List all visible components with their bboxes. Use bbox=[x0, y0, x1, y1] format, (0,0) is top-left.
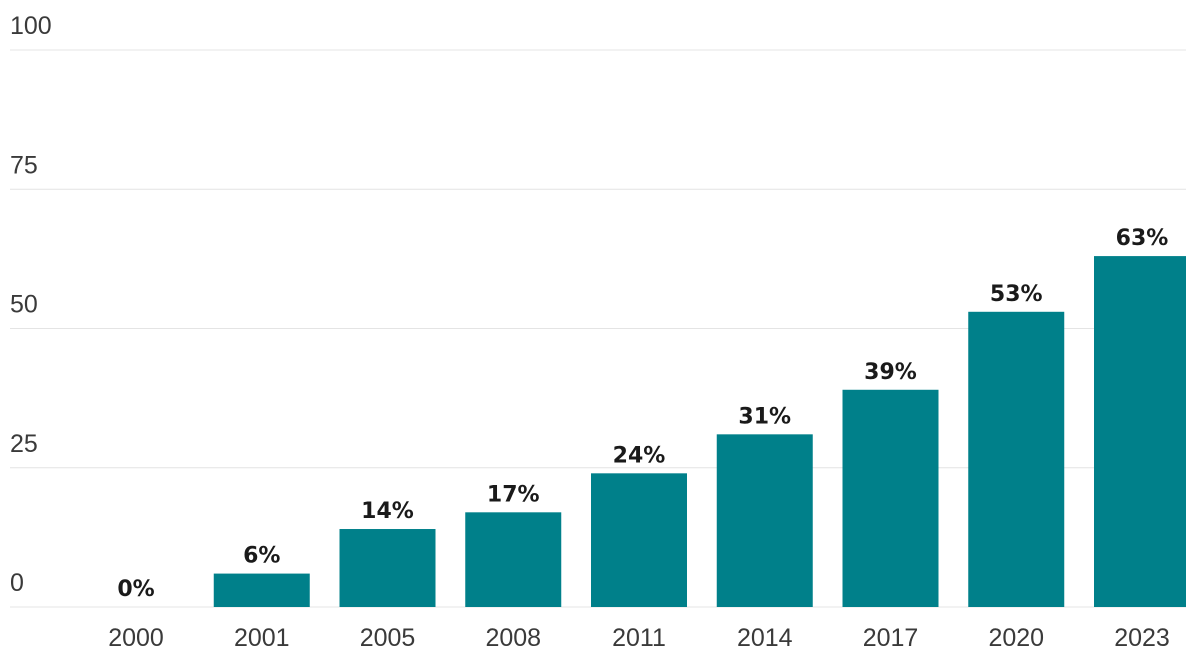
x-tick-label: 2011 bbox=[612, 624, 666, 652]
x-tick-label: 2008 bbox=[485, 624, 541, 652]
x-axis-ticks: 2000 2001 2005 2008 2011 2014 2017 2020 2023 bbox=[108, 624, 1170, 652]
x-tick-label: 2001 bbox=[234, 624, 290, 652]
data-label: 53% bbox=[990, 282, 1043, 307]
y-tick-label: 50 bbox=[10, 291, 38, 319]
data-label: 63% bbox=[1116, 226, 1169, 251]
data-label: 0% bbox=[117, 577, 154, 602]
bar bbox=[339, 529, 436, 607]
data-label: 17% bbox=[487, 482, 540, 507]
bar bbox=[591, 473, 687, 607]
x-tick-label: 2020 bbox=[988, 624, 1044, 652]
x-tick-label: 2005 bbox=[360, 624, 416, 652]
data-label: 24% bbox=[613, 443, 666, 468]
x-tick-label: 2014 bbox=[737, 624, 793, 652]
y-tick-label: 25 bbox=[10, 430, 38, 458]
data-label: 31% bbox=[738, 404, 791, 429]
bar bbox=[213, 573, 310, 607]
x-tick-label: 2000 bbox=[108, 624, 164, 652]
y-axis-ticks: 0 25 50 75 100 bbox=[10, 12, 52, 597]
bar bbox=[968, 311, 1065, 607]
bar bbox=[465, 512, 562, 607]
data-label: 6% bbox=[243, 544, 280, 569]
data-label: 14% bbox=[361, 499, 414, 524]
bar bbox=[842, 389, 939, 607]
y-tick-label: 75 bbox=[10, 151, 38, 179]
data-labels: 0% 6% 14% 17% 24% 31% 39% 53% 63% bbox=[117, 226, 1168, 602]
bar bbox=[716, 434, 813, 607]
bar bbox=[1094, 256, 1186, 607]
x-tick-label: 2023 bbox=[1114, 624, 1170, 652]
bars bbox=[213, 256, 1186, 607]
data-label: 39% bbox=[864, 360, 917, 385]
x-tick-label: 2017 bbox=[863, 624, 919, 652]
y-tick-label: 0 bbox=[10, 569, 24, 597]
y-tick-label: 100 bbox=[10, 12, 52, 40]
